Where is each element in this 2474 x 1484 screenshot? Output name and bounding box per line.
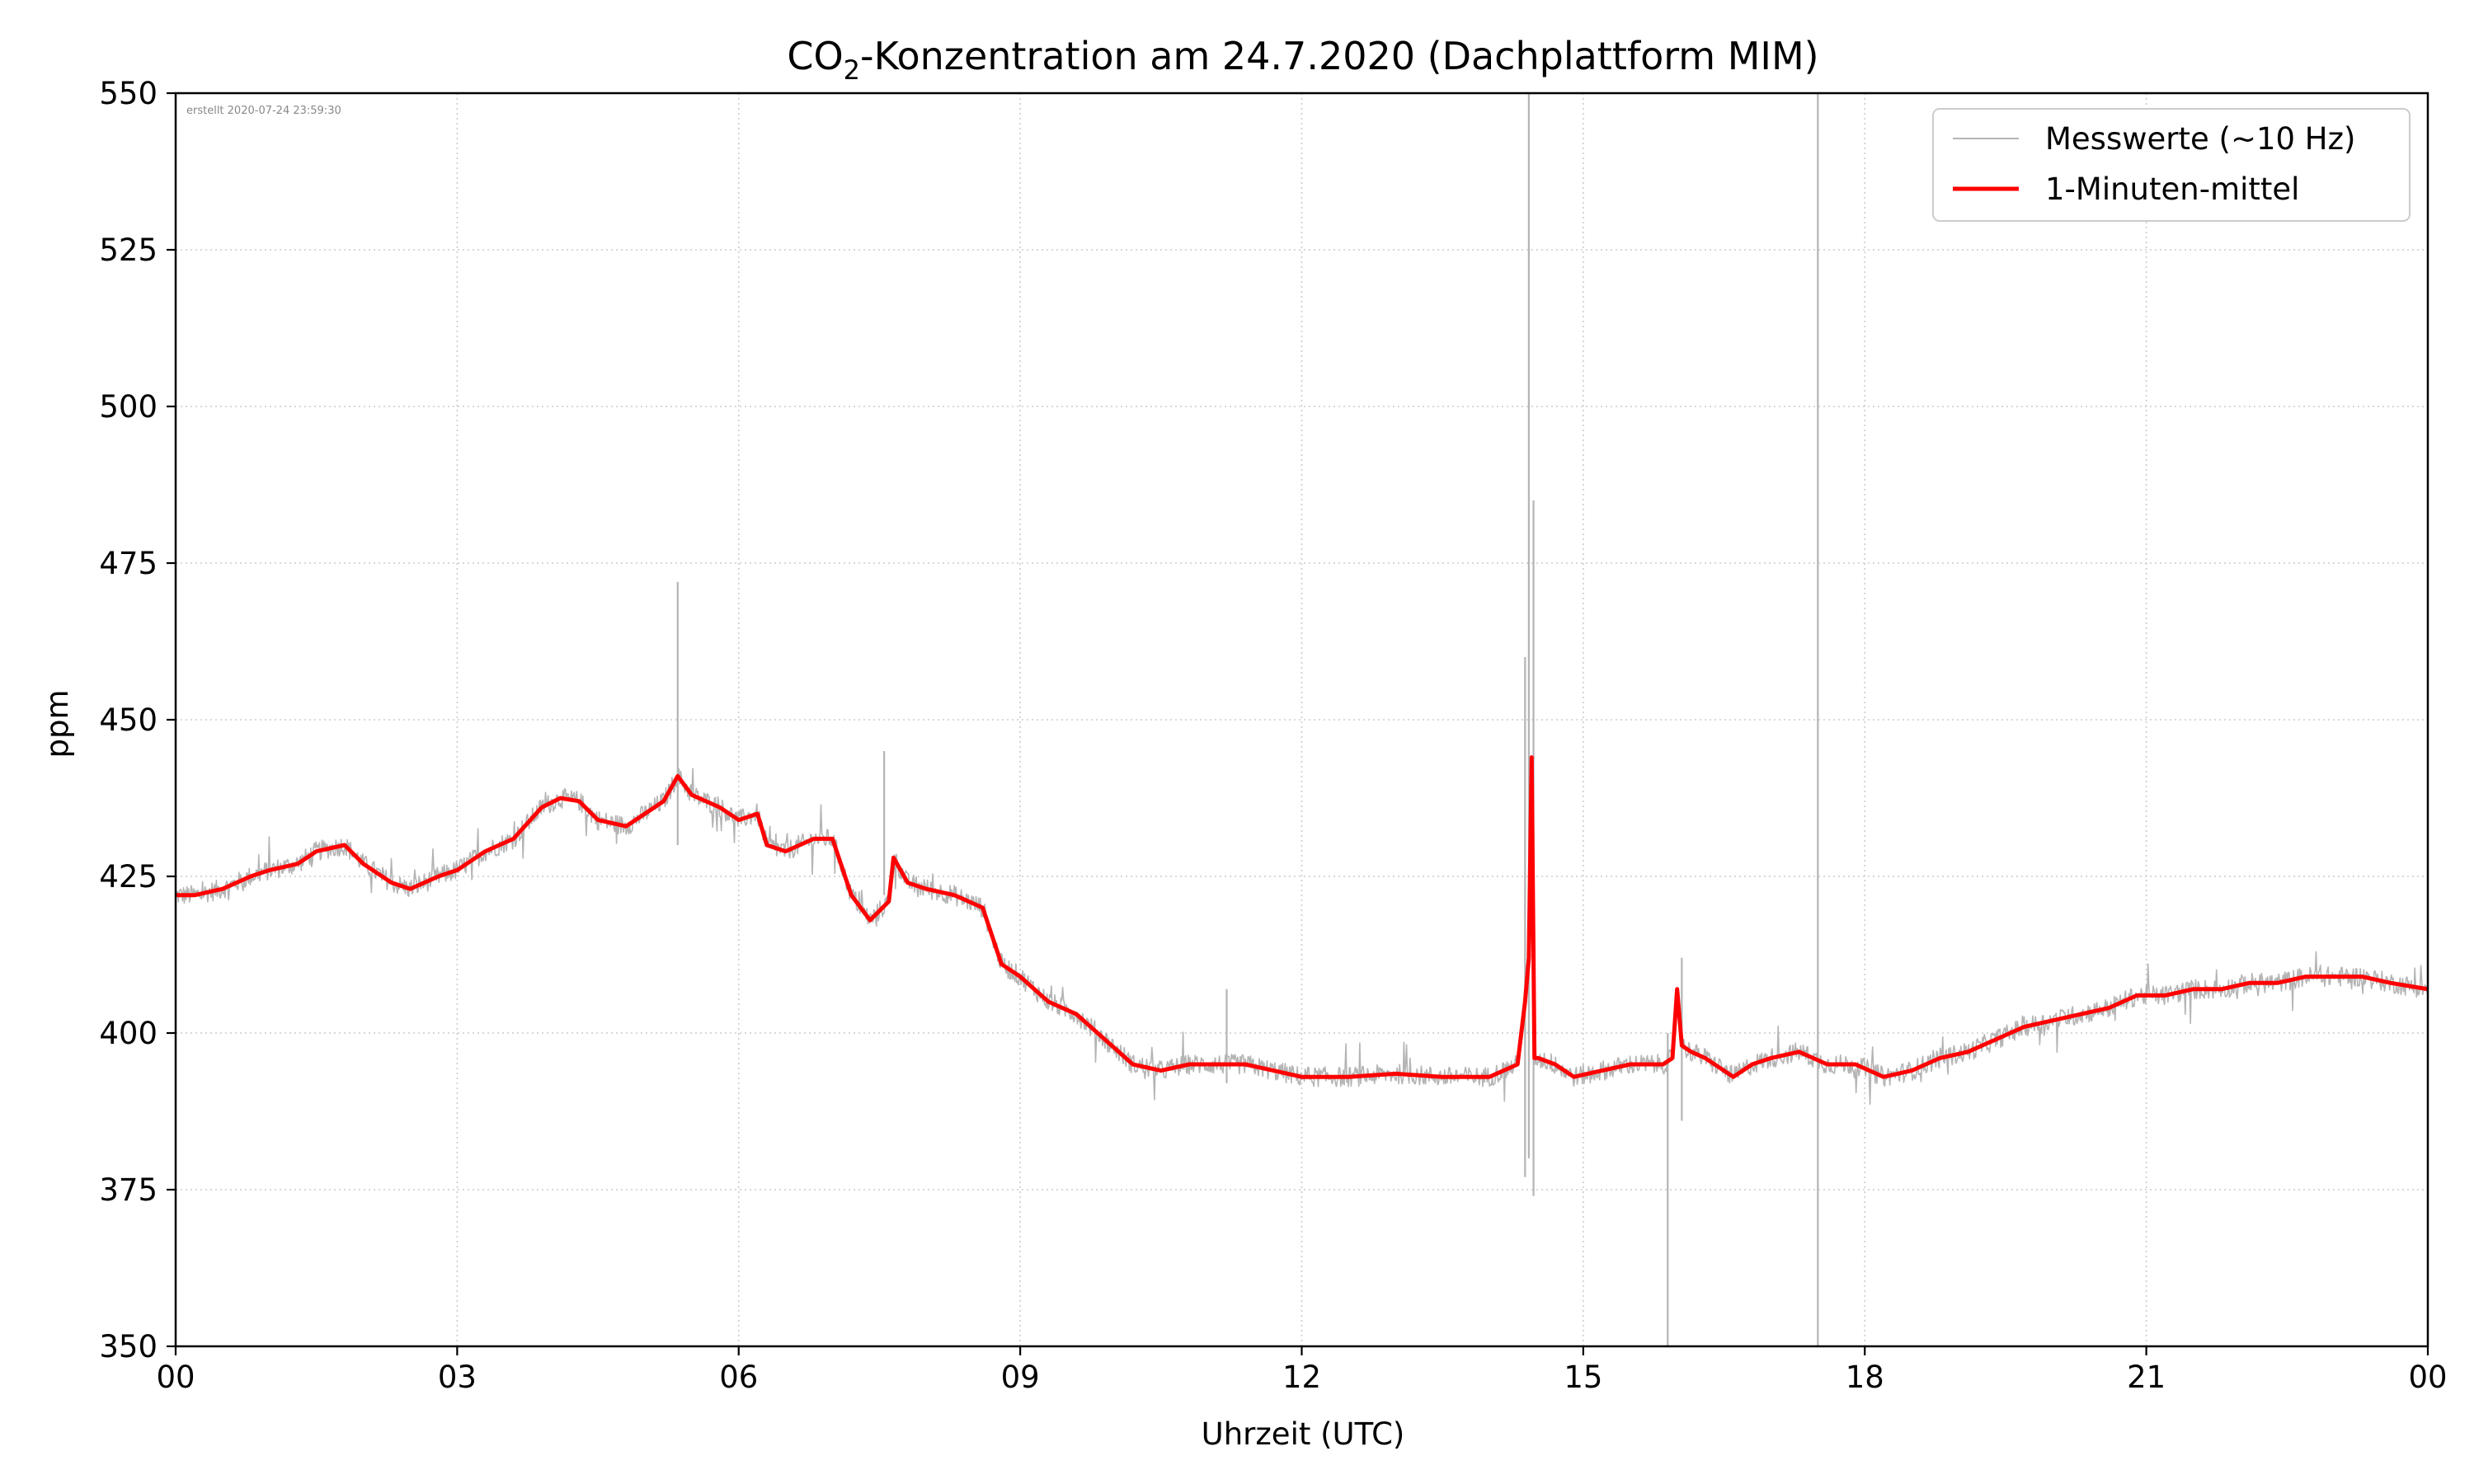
y-axis-label: ppm [40,689,75,758]
y-tick-label: 425 [99,859,158,895]
x-tick-label: 00 [2408,1360,2447,1395]
title-suffix: -Konzentration am 24.7.2020 (Dachplattfo… [860,34,1819,78]
legend-box [1932,108,2411,222]
series-measurements-line [176,768,2428,1105]
title-subscript: 2 [844,54,860,86]
series-minute-mean-line [176,755,2428,1079]
y-tick-label: 525 [99,232,158,268]
chart-title: CO2-Konzentration am 24.7.2020 (Dachplat… [787,34,1818,86]
created-annotation: erstellt 2020-07-24 23:59:30 [186,105,341,117]
y-tick-label: 375 [99,1172,158,1208]
ticks: 00 03 06 09 12 15 18 21 003503754004254504755005… [99,76,2447,1395]
x-tick-label: 18 [1846,1360,1884,1395]
x-tick-label: 09 [1001,1360,1040,1395]
x-tick-label: 21 [2127,1360,2166,1395]
grid [175,92,2429,1347]
x-tick-label: 03 [438,1360,477,1395]
x-axis-label: Uhrzeit (UTC) [1202,1416,1405,1452]
title-prefix: CO [787,34,843,78]
x-tick-label: 12 [1282,1360,1321,1395]
y-tick-label: 400 [99,1016,158,1051]
x-tick-label: 15 [1564,1360,1602,1395]
plot-area [176,93,2428,1346]
y-tick-label: 550 [99,76,158,111]
legend: Messwerte (~10 Hz) 1-Minuten-mittel [1932,108,2411,222]
y-tick-label: 350 [99,1329,158,1364]
x-tick-label: 00 [156,1360,195,1395]
y-tick-label: 450 [99,702,158,738]
legend-label-minute-mean: 1-Minuten-mittel [2045,171,2299,207]
x-tick-label: 06 [719,1360,758,1395]
y-tick-label: 475 [99,546,158,581]
legend-label-measurements: Messwerte (~10 Hz) [2045,121,2355,157]
y-tick-label: 500 [99,389,158,425]
